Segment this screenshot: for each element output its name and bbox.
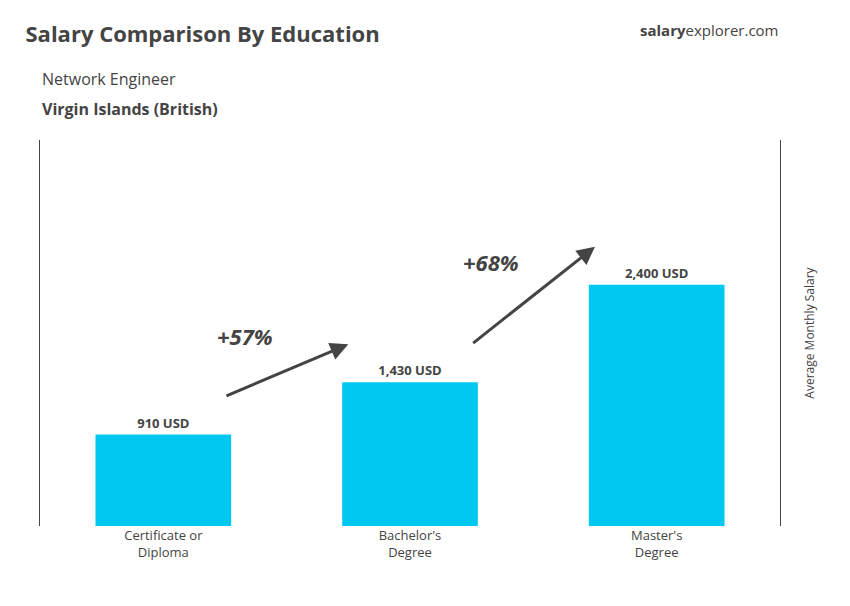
svg-text:910 USD: 910 USD [137,414,189,432]
svg-text:Network Engineer: Network Engineer [42,68,176,90]
svg-text:1,430 USD: 1,430 USD [378,361,441,379]
svg-text:Average Monthly Salary: Average Monthly Salary [801,266,818,398]
svg-text:Master'sDegree: Master'sDegree [631,526,682,561]
svg-text:Bachelor'sDegree: Bachelor'sDegree [379,526,442,561]
svg-text:+68%: +68% [463,247,519,277]
svg-text:2,400 USD: 2,400 USD [625,264,688,282]
svg-text:Virgin Islands (British): Virgin Islands (British) [42,98,218,120]
svg-text:salaryexplorer.com: salaryexplorer.com [640,20,778,40]
svg-text:Certificate orDiploma: Certificate orDiploma [124,526,203,561]
svg-text:Salary Comparison By Education: Salary Comparison By Education [26,18,380,48]
svg-text:+57%: +57% [217,321,273,351]
